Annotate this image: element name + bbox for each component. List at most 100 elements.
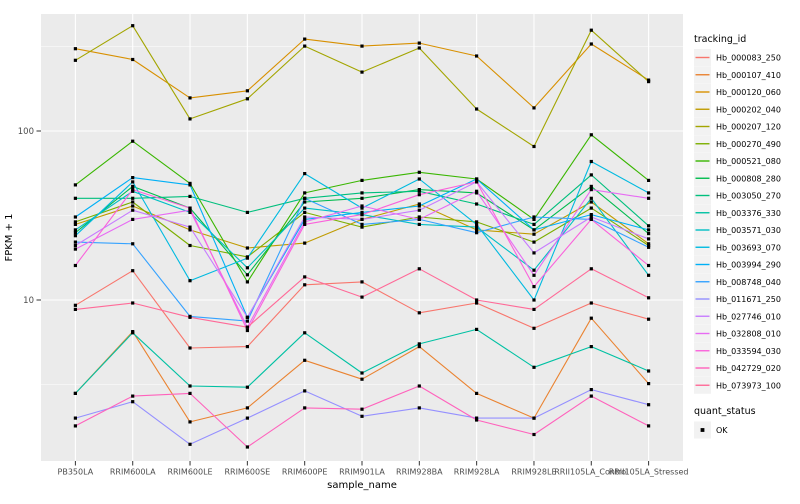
axis-ticks [36,130,650,466]
data-point [475,225,479,229]
data-point [417,170,421,174]
data-point [475,391,479,395]
data-point [360,70,364,74]
data-point [532,232,536,236]
data-point [303,275,307,279]
data-point [532,106,536,110]
legend-item-label: Hb_003050_270 [716,192,781,201]
data-point [417,46,421,50]
legend-item-Hb_000521_080: Hb_000521_080 [694,152,781,170]
data-point [532,240,536,244]
legend-item-label: Hb_000270_490 [716,140,781,149]
data-point [417,41,421,45]
data-point [245,266,249,270]
data-point [360,191,364,195]
data-point [360,222,364,226]
data-point [417,215,421,219]
data-point [532,222,536,226]
data-point [131,196,135,200]
data-point [417,189,421,193]
data-point [303,215,307,219]
data-point [475,231,479,235]
data-point [417,202,421,206]
x-tick-label: RRII105LA_Stressed [609,468,689,477]
data-point [532,307,536,311]
x-tick-label: RRII105LA_Control [554,468,628,477]
legend-item-label: Hb_073973_100 [716,381,781,390]
data-point [475,416,479,420]
data-point [647,382,651,386]
data-point [188,420,192,424]
data-point [131,176,135,180]
data-point [360,178,364,182]
data-point [417,311,421,315]
legend-item-label: Hb_008748_040 [716,278,781,287]
y-axis-title: FPKM + 1 [4,213,15,261]
data-point [245,345,249,349]
legend-item-Hb_003376_330: Hb_003376_330 [694,204,781,222]
legend-item-label: Hb_000083_250 [716,54,781,63]
x-tick-label: RRIM600LE [167,468,212,477]
legend-item-Hb_008748_040: Hb_008748_040 [694,273,781,291]
legend-item-Hb_000207_120: Hb_000207_120 [694,118,781,135]
legend-item-label: Hb_000120_060 [716,88,781,97]
data-point [589,206,593,210]
data-point [73,416,77,420]
legend-tracking-id: tracking_id Hb_000083_250 Hb_000107_410 Hb_… [694,34,781,394]
data-point [73,222,77,226]
data-point [188,315,192,319]
data-point [360,204,364,208]
data-point [73,391,77,395]
data-point [245,273,249,277]
data-point [360,407,364,411]
data-point [360,196,364,200]
data-point [245,325,249,329]
data-point [589,267,593,271]
data-point [475,107,479,111]
data-point [360,371,364,375]
y-tick-label: 100 [18,127,34,137]
data-point [303,406,307,410]
data-point [532,432,536,437]
legend-item-Hb_000120_060: Hb_000120_060 [694,83,781,101]
data-point [589,184,593,188]
x-tick-label: RRIM928BA [396,468,443,477]
data-point [303,283,307,287]
data-point [188,206,192,210]
data-point [360,414,364,418]
data-point [647,80,651,84]
data-point [532,217,536,221]
data-point [131,400,135,404]
data-point [131,394,135,398]
data-point [73,240,77,244]
data-point [589,159,593,164]
data-point [131,57,135,62]
data-point [303,37,307,41]
data-point [188,117,192,121]
legend-item-Hb_000107_410: Hb_000107_410 [694,66,781,84]
legend-item-Hb_011671_250: Hb_011671_250 [694,290,781,308]
data-point [417,193,421,197]
data-point [131,184,135,188]
legend-item-Hb_003571_030: Hb_003571_030 [694,221,781,239]
legend-item-Hb_000083_250: Hb_000083_250 [694,49,781,66]
legend-item-Hb_003994_290: Hb_003994_290 [694,256,781,273]
data-point [417,188,421,192]
data-point [303,200,307,204]
data-point [245,256,249,260]
data-point [188,279,192,283]
data-point [532,298,536,302]
x-tick-label: RRIM600PE [282,468,328,477]
data-point [360,377,364,381]
data-point [131,331,135,335]
data-point [303,44,307,48]
data-point [589,28,593,32]
data-point [73,220,77,224]
data-point [188,228,192,232]
legend-item-Hb_027746_010: Hb_027746_010 [694,307,781,325]
legend-item-label: Hb_032808_010 [716,330,781,339]
data-point [73,58,77,62]
x-tick-label: RRIM928LA [454,468,500,477]
